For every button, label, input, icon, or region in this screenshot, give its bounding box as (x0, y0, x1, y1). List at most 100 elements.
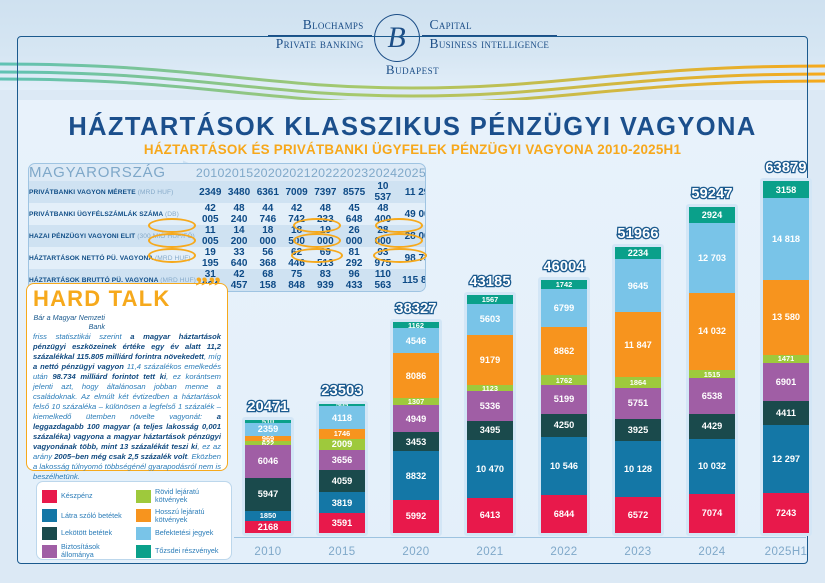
table-row: PRIVÁTBANKI VAGYON MÉRETE (MRD HUF) 2349… (29, 181, 425, 203)
stack-segment[interactable]: 10 546 (541, 437, 587, 496)
stack-segment[interactable]: 6799 (541, 289, 587, 327)
col-header-2020: 2020 (253, 165, 283, 180)
stack-segment[interactable]: 6572 (615, 496, 661, 533)
row-unit: (MRD HUF) (160, 276, 196, 284)
stack-segment[interactable]: 3591 (319, 513, 365, 533)
stack-segment[interactable]: 9179 (467, 334, 513, 386)
legend-swatch-icon (136, 509, 151, 523)
stack-segment[interactable]: 10 032 (689, 438, 735, 494)
stack-segment[interactable]: 1762 (541, 375, 587, 386)
stack-segment[interactable]: 14 818 (763, 198, 809, 281)
cell: 83 939 (310, 269, 340, 291)
x-axis-label: 2025H1 (764, 546, 808, 558)
stack-segment[interactable]: 1864 (615, 377, 661, 388)
stack-segment[interactable]: 1567 (467, 295, 513, 304)
stack-segment[interactable]: 10 470 (467, 439, 513, 498)
stack-segment[interactable]: 7074 (689, 493, 735, 533)
chart-column-2010[interactable]: 2047151023599696226046594718502168 (242, 398, 294, 536)
chart-column-2024[interactable]: 59247 2924 12 703 14 032 1515 6538 4429 10 032 7… (686, 184, 738, 536)
stack-segment[interactable]: 4059 (319, 469, 365, 493)
chart-column-2023[interactable]: 51966 2234 9645 11 847 1864 5751 3925 10 128 657… (612, 224, 664, 536)
stack-segment[interactable]: 12 703 (689, 222, 735, 293)
stack-segment[interactable]: 1850 (245, 510, 291, 521)
stack-segment[interactable]: 1123 (467, 385, 513, 392)
stack-segment[interactable]: 6046 (245, 444, 291, 479)
legend-label: Hosszú lejáratú kötvények (155, 506, 205, 524)
chart-column-2021[interactable]: 43185 1567 5603 9179 1123 5336 3495 10 470 6413 (464, 273, 516, 536)
chart-column-2015[interactable]: 235035054118174620093656405938193591 (316, 381, 368, 536)
stack-segment[interactable]: 1746 (319, 428, 365, 439)
legend-item: Látra szóló betétek (42, 508, 132, 525)
cell: 3480 (224, 181, 254, 203)
column-stack: 2234 9645 11 847 1864 5751 3925 10 128 6572 (612, 243, 664, 536)
chart-column-2025H1[interactable]: 63879 3158 14 818 13 580 1471 6901 4411 12 297 7… (760, 159, 812, 536)
stack-segment[interactable]: 6538 (689, 378, 735, 415)
stack-segment[interactable]: 4118 (319, 406, 365, 429)
chart-column-2020[interactable]: 38327 1162 4546 8086 1307 4949 3453 8832 5992 (390, 300, 442, 536)
stack-segment[interactable]: 12 297 (763, 425, 809, 494)
stack-segment[interactable]: 5199 (541, 385, 587, 414)
table-header-row: MAGYARORSZÁG 2010 2015 2020 2021 2022 20… (29, 164, 425, 181)
table-row: PRIVÁTBANKI ÜGYFÉLSZÁMLÁK SZÁMA (DB) 42 … (29, 203, 425, 225)
stack-segment[interactable]: 8086 (393, 353, 439, 398)
stack-segment[interactable]: 5751 (615, 387, 661, 420)
legend-label: Lekötött betétek (61, 528, 113, 538)
row-label: PRIVÁTBANKI VAGYON MÉRETE (MRD HUF) (29, 181, 196, 203)
stack-segment[interactable]: 2009 (319, 438, 365, 450)
stack-segment[interactable]: 2168 (245, 521, 291, 533)
legend-label: Készpénz (61, 491, 93, 501)
cell: 110 563 (368, 269, 398, 291)
stack-segment[interactable]: 5336 (467, 391, 513, 421)
cell: 56 368 (253, 247, 283, 269)
stack-segment[interactable]: 1307 (393, 397, 439, 405)
stack-segment[interactable]: 5603 (467, 303, 513, 335)
legend-item: Hosszú lejáratú kötvények (136, 506, 226, 525)
stack-segment[interactable]: 2234 (615, 246, 661, 259)
stack-segment[interactable]: 2359 (245, 423, 291, 436)
stack-segment[interactable]: 4411 (763, 400, 809, 426)
chart-column-2022[interactable]: 46004 1742 6799 8862 1762 5199 4250 10 546 6844 (538, 257, 590, 536)
stack-segment[interactable]: 1471 (763, 354, 809, 363)
x-axis-label: 2020 (402, 546, 430, 558)
stack-segment[interactable]: 5947 (245, 478, 291, 511)
stack-segment[interactable]: 7243 (763, 493, 809, 533)
stack-segment[interactable]: 3819 (319, 492, 365, 514)
stack-segment[interactable]: 4429 (689, 414, 735, 439)
stack-segment[interactable]: 8862 (541, 326, 587, 376)
stack-segment[interactable]: 510 (245, 420, 291, 423)
column-stack: 51023599696226046594718502168 (242, 417, 294, 536)
stack-segment[interactable]: 3158 (763, 181, 809, 199)
stack-segment[interactable]: 8832 (393, 451, 439, 500)
cell: 93 975 (368, 247, 398, 269)
stack-segment[interactable]: 3453 (393, 432, 439, 452)
stack-segment[interactable]: 505 (319, 403, 365, 407)
stack-segment[interactable]: 4546 (393, 328, 439, 354)
cell: 68 158 (253, 269, 283, 291)
stack-segment[interactable]: 1742 (541, 279, 587, 290)
stack-segment[interactable]: 5992 (393, 499, 439, 533)
legend-item: Rövid lejáratú kötvények (136, 487, 226, 505)
stack-segment[interactable]: 2924 (689, 206, 735, 223)
legend-swatch-icon (136, 489, 151, 503)
stack-segment[interactable]: 3925 (615, 419, 661, 441)
legend-item: Biztosítások állománya (42, 543, 132, 560)
stack-segment[interactable]: 13 580 (763, 280, 809, 355)
stack-segment[interactable]: 10 128 (615, 440, 661, 497)
stack-segment[interactable]: 6844 (541, 495, 587, 533)
stack-segment[interactable]: 4250 (541, 413, 587, 438)
stack-segment[interactable]: 969 (245, 435, 291, 442)
stack-segment[interactable]: 14 032 (689, 292, 735, 370)
stack-segment[interactable]: 1162 (393, 321, 439, 329)
cell: 75 848 (282, 269, 311, 291)
page-subtitle: HÁZTARTÁSOK ÉS PRIVÁTBANKI ÜGYFELEK PÉNZ… (143, 142, 682, 157)
stack-segment[interactable]: 4949 (393, 404, 439, 433)
stack-segment[interactable]: 9645 (615, 258, 661, 313)
stack-segment[interactable]: 1515 (689, 369, 735, 379)
stack-segment[interactable]: 6901 (763, 362, 809, 401)
cell: 19 195 (195, 247, 225, 269)
stack-segment[interactable]: 6413 (467, 497, 513, 533)
stack-segment[interactable]: 3656 (319, 449, 365, 470)
stack-segment[interactable]: 622 (245, 441, 291, 445)
stack-segment[interactable]: 3495 (467, 420, 513, 440)
stack-segment[interactable]: 11 847 (615, 312, 661, 378)
